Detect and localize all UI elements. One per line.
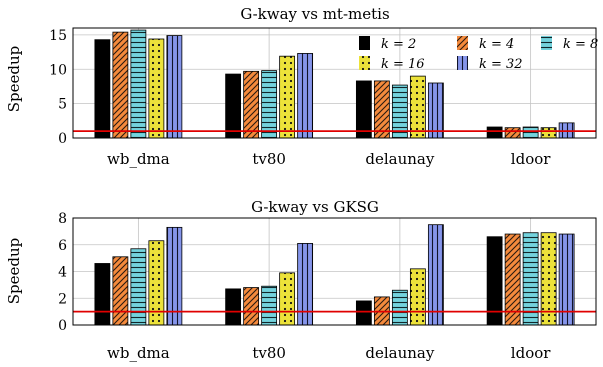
bar — [486, 126, 503, 139]
bar — [225, 288, 242, 326]
bar — [373, 80, 390, 139]
x-tick-label: tv80 — [252, 150, 286, 168]
bar — [94, 263, 111, 326]
bar — [540, 127, 557, 139]
bar — [166, 35, 183, 139]
x-tick-label: wb_dma — [107, 344, 170, 362]
y-tick-label: 15 — [49, 28, 67, 44]
legend-label: k = 16 — [381, 57, 425, 72]
y-axis-label: Speedup — [5, 46, 23, 113]
x-tick-label: delaunay — [365, 150, 434, 168]
chart-gksg: G-kway vs GKSG Speedup 0 2 4 6 8 wb_dma tv80 de… — [5, 198, 597, 362]
bar — [279, 272, 296, 326]
bar — [130, 29, 147, 139]
bar — [297, 243, 314, 326]
bar — [166, 226, 183, 326]
legend-label: k = 2 — [381, 37, 416, 52]
x-tick-label: ldoor — [511, 150, 551, 168]
bar — [243, 70, 260, 139]
bar — [391, 289, 408, 326]
bar — [148, 38, 165, 139]
legend-label: k = 32 — [479, 57, 523, 72]
bar — [297, 53, 314, 139]
chart-title: G-kway vs mt-metis — [240, 5, 389, 23]
x-tick-label: wb_dma — [107, 150, 170, 168]
bar — [112, 31, 129, 139]
x-tick-label: delaunay — [365, 344, 434, 362]
bar — [409, 268, 426, 326]
bar — [279, 55, 296, 139]
bar — [130, 248, 147, 326]
y-tick-label: 0 — [58, 131, 67, 147]
bar — [522, 126, 539, 139]
legend-label: k = 4 — [479, 37, 514, 52]
y-tick-label: 4 — [58, 265, 67, 281]
y-tick-label: 8 — [58, 211, 67, 227]
chart-title: G-kway vs GKSG — [251, 198, 379, 216]
bar — [427, 224, 444, 326]
legend-swatch — [457, 36, 468, 50]
bar — [355, 80, 372, 139]
bar — [391, 84, 408, 139]
legend-swatch — [359, 56, 370, 70]
bar — [504, 127, 521, 139]
y-axis-label: Speedup — [5, 238, 23, 305]
plot-frame — [72, 27, 597, 139]
legend-swatch — [541, 36, 552, 50]
plot-frame — [72, 217, 597, 326]
x-tick-label: tv80 — [252, 344, 286, 362]
legend: k = 2 k = 4 k = 8 k = 16 k = 32 — [359, 36, 598, 72]
bar — [409, 75, 426, 139]
y-tick-label: 0 — [58, 318, 67, 334]
x-tick-label: ldoor — [511, 344, 551, 362]
bar — [261, 285, 278, 326]
y-tick-label: 5 — [58, 97, 67, 113]
bar — [261, 70, 278, 139]
legend-swatch — [359, 36, 370, 50]
bar — [94, 39, 111, 139]
y-tick-label: 6 — [58, 238, 67, 254]
chart-mt-metis: G-kway vs mt-metis Speedup 0 5 10 15 wb_dma t… — [5, 5, 598, 168]
y-tick-label: 2 — [58, 291, 67, 307]
bar — [225, 73, 242, 139]
bar — [112, 256, 129, 326]
bar — [427, 82, 444, 139]
legend-label: k = 8 — [563, 37, 598, 52]
bar — [243, 287, 260, 326]
bar — [355, 300, 372, 326]
legend-swatch — [457, 56, 468, 70]
y-tick-label: 10 — [49, 62, 67, 78]
